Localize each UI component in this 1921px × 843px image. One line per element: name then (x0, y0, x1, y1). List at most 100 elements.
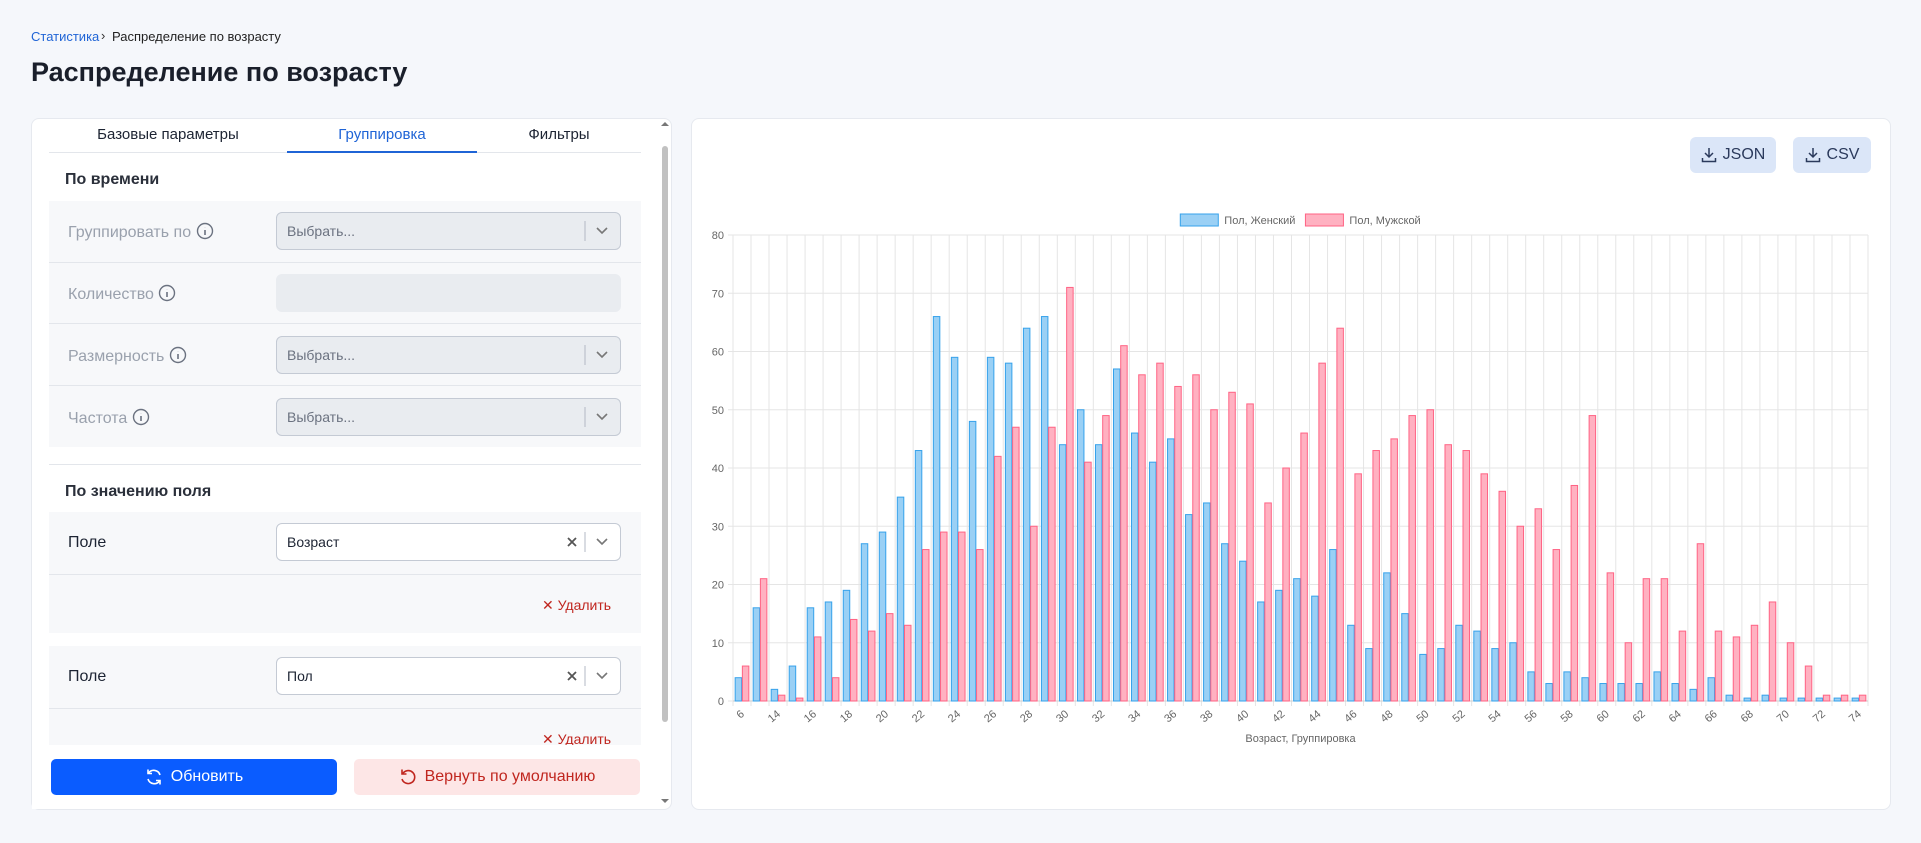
select[interactable]: Выбрать... (276, 336, 621, 374)
remove-link[interactable]: ✕ Удалить (542, 597, 612, 613)
x-tick-label: 48 (1378, 708, 1395, 725)
tab-underline (287, 151, 477, 153)
bar (950, 356, 959, 702)
select-value: Пол (287, 668, 313, 684)
info-icon[interactable] (169, 346, 187, 364)
info-icon[interactable] (132, 408, 150, 426)
select[interactable]: Возраст (276, 523, 621, 561)
bar (1509, 642, 1517, 702)
info-icon[interactable] (158, 284, 176, 302)
select-placeholder: Выбрать... (287, 347, 356, 363)
x-tick-label: 38 (1198, 708, 1215, 725)
bar (1120, 345, 1128, 702)
download-icon (1805, 148, 1820, 163)
x-tick-label: 24 (946, 708, 963, 725)
bar (1066, 286, 1074, 702)
bar (1588, 415, 1597, 702)
bar (1797, 697, 1806, 702)
scrollbar[interactable] (662, 146, 668, 722)
y-tick-label: 70 (712, 288, 724, 300)
select[interactable]: Пол (276, 657, 621, 695)
select-value: Возраст (287, 534, 340, 550)
chart: 0 10 20 30 40 50 60 70 80 6 14 16 18 20 22 24 26 28 30 32 34… (712, 213, 1869, 745)
field-label: Поле (68, 534, 107, 551)
tab-active[interactable]: Группировка (338, 126, 426, 143)
select-placeholder: Выбрать... (287, 409, 356, 425)
bar (1329, 549, 1337, 702)
bar (849, 618, 858, 702)
select[interactable]: Выбрать... (276, 398, 621, 436)
bar (1527, 671, 1535, 702)
scroll-up[interactable] (660, 120, 670, 128)
bar (1257, 601, 1265, 702)
bar (1851, 697, 1860, 702)
bar (1516, 525, 1525, 702)
field-row (49, 575, 641, 633)
info-icon[interactable] (196, 222, 214, 240)
legend-label: Пол, Женский (1224, 215, 1295, 227)
x-tick-label: 50 (1414, 708, 1431, 725)
x-tick-label: 34 (1126, 708, 1143, 725)
x-tick-label: 74 (1847, 708, 1864, 725)
bar (1570, 484, 1579, 702)
bar (1779, 697, 1788, 702)
x-tick-label: 52 (1450, 708, 1467, 725)
x-tick-label: 40 (1234, 708, 1251, 725)
bar (1203, 502, 1211, 702)
bar (824, 601, 833, 702)
reset-button[interactable]: Вернуть по умолчанию (354, 759, 640, 795)
download-button[interactable]: CSV (1793, 137, 1871, 173)
x-tick-label: 60 (1595, 708, 1612, 725)
bar (1174, 385, 1182, 702)
select[interactable]: Выбрать... (276, 212, 621, 250)
bar (1617, 683, 1625, 702)
bar (896, 496, 905, 702)
bar (1210, 409, 1218, 702)
x-tick-label: 22 (910, 708, 927, 725)
x-tick-label: 72 (1811, 708, 1828, 725)
x-tick-label: 14 (766, 708, 783, 725)
remove-link[interactable]: ✕ Удалить (542, 731, 612, 747)
bar (1563, 671, 1571, 702)
scroll-down[interactable] (660, 797, 670, 805)
bar (1192, 374, 1200, 702)
legend-label: Пол, Мужской (1349, 215, 1420, 227)
bar (1678, 630, 1687, 702)
bar (1167, 438, 1175, 702)
bar (994, 455, 1002, 702)
bar (1653, 671, 1661, 702)
bar (1094, 444, 1103, 702)
tab[interactable]: Фильтры (528, 126, 590, 143)
select-placeholder: Выбрать... (287, 223, 356, 239)
y-tick-label: 50 (712, 405, 724, 417)
y-tick-label: 0 (718, 696, 724, 708)
bar (1228, 391, 1236, 702)
breadcrumb-current: Распределение по возрасту (112, 29, 281, 44)
update-button[interactable]: Обновить (51, 759, 337, 795)
reset-icon (400, 769, 416, 785)
x-axis-title: Возраст, Группировка (1245, 733, 1356, 745)
bar (1221, 543, 1229, 702)
legend-swatch (1304, 213, 1344, 227)
bar (1004, 362, 1013, 702)
y-tick-label: 60 (712, 347, 724, 359)
x-tick-label: 18 (838, 708, 855, 725)
label-text: Размерность (68, 348, 165, 365)
input[interactable] (276, 274, 621, 312)
bar (1264, 502, 1272, 702)
download-button[interactable]: JSON (1690, 137, 1776, 173)
bar (1372, 450, 1380, 702)
x-tick-label: 36 (1162, 708, 1179, 725)
bar (1455, 624, 1463, 702)
bar (1581, 677, 1589, 702)
bar (1714, 630, 1723, 702)
bar (1743, 697, 1752, 702)
bar (1840, 694, 1849, 702)
bar (1671, 683, 1679, 702)
tab[interactable]: Базовые параметры (97, 126, 239, 143)
bar (1030, 525, 1038, 702)
bar (986, 356, 995, 702)
bar (1804, 665, 1813, 702)
breadcrumb-link[interactable]: Статистика (31, 29, 100, 44)
